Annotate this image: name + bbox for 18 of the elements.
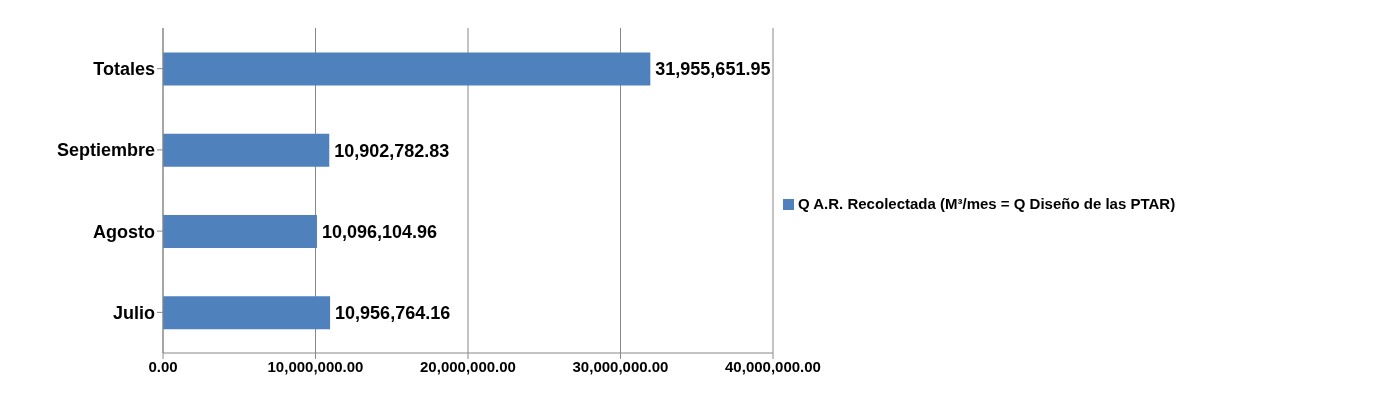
data-label: 10,096,104.96 <box>321 221 438 242</box>
x-tick-label: 30,000,000.00 <box>572 357 669 375</box>
y-tick-label: Julio <box>112 302 155 323</box>
data-label: 31,955,651.95 <box>655 59 771 80</box>
bar <box>163 214 317 248</box>
data-label: 10,902,782.83 <box>334 140 450 161</box>
bar <box>163 296 331 330</box>
x-tick-label: 40,000,000.00 <box>725 357 821 375</box>
y-tick-label: Septiembre <box>56 140 155 161</box>
x-tick-label: 10,000,000.00 <box>267 357 364 375</box>
bar <box>163 52 651 86</box>
y-tick-label: Totales <box>93 59 155 80</box>
legend-label: Q A.R. Recolectada (M³/mes = Q Diseño de las PTAR) <box>798 194 1176 212</box>
y-tick-label: Agosto <box>93 221 155 242</box>
x-tick-label: 0.00 <box>148 357 178 375</box>
data-label: 10,956,764.16 <box>335 303 451 324</box>
bar <box>163 133 330 167</box>
x-tick-label: 20,000,000.00 <box>420 357 516 375</box>
